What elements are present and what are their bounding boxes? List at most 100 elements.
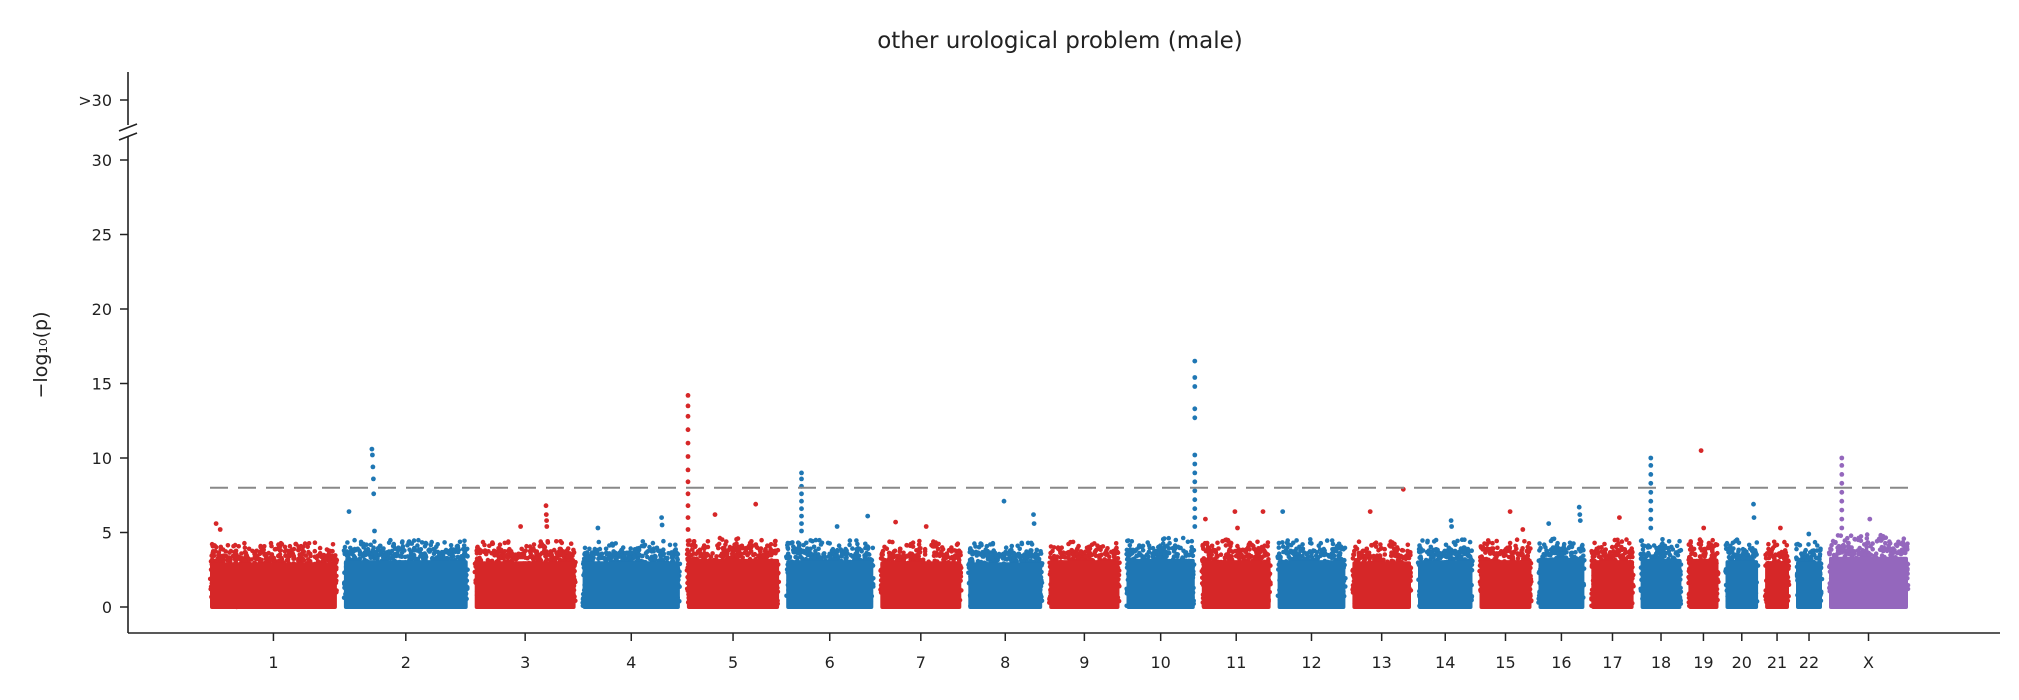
- data-point: [379, 548, 385, 553]
- data-point: [358, 542, 364, 547]
- data-point: [445, 556, 451, 562]
- data-point: [242, 550, 248, 555]
- data-point: [419, 540, 425, 545]
- data-point: [669, 555, 675, 560]
- data-point: [632, 553, 637, 559]
- data-point: [900, 553, 906, 559]
- data-point: [427, 548, 433, 554]
- hit-point: [659, 515, 664, 520]
- data-point-band: [343, 560, 468, 609]
- data-point: [557, 557, 563, 563]
- data-point: [474, 556, 480, 561]
- hit-point: [518, 524, 523, 529]
- data-point: [818, 542, 824, 547]
- data-point: [419, 552, 424, 557]
- data-point: [549, 553, 555, 558]
- data-point: [266, 550, 272, 556]
- data-point: [761, 552, 766, 558]
- data-point: [673, 547, 678, 553]
- data-point: [732, 542, 737, 547]
- data-point: [554, 539, 559, 544]
- data-point: [368, 555, 374, 561]
- data-point: [955, 541, 961, 546]
- data-point: [416, 537, 421, 543]
- data-point: [691, 540, 697, 546]
- hit-point: [685, 393, 691, 398]
- data-point: [1009, 543, 1015, 549]
- data-point: [1011, 556, 1016, 562]
- data-point: [661, 538, 666, 544]
- data-point: [400, 539, 405, 544]
- data-point: [716, 541, 722, 547]
- data-point: [389, 548, 395, 554]
- data-point: [916, 542, 922, 547]
- data-point: [650, 540, 656, 546]
- data-point: [808, 538, 813, 543]
- data-point: [390, 543, 396, 549]
- data-point: [596, 539, 602, 545]
- data-point: [571, 547, 576, 553]
- chromosome-1-points: [207, 521, 340, 610]
- data-point: [1017, 546, 1022, 552]
- data-point: [525, 555, 530, 561]
- data-point: [272, 547, 278, 552]
- hit-point: [1001, 498, 1007, 504]
- data-point: [375, 546, 381, 551]
- data-point-band: [786, 560, 874, 609]
- data-point: [763, 546, 768, 552]
- data-point: [984, 543, 990, 549]
- data-point: [753, 542, 759, 547]
- data-point: [827, 554, 833, 560]
- data-point: [510, 552, 516, 558]
- data-point: [773, 538, 778, 544]
- data-point: [1029, 542, 1035, 547]
- data-point: [424, 541, 429, 546]
- data-point: [559, 540, 565, 546]
- chromosome-9-points: [1047, 539, 1122, 609]
- hit-point: [893, 519, 898, 525]
- data-point: [365, 549, 371, 555]
- data-point: [411, 552, 417, 558]
- data-point: [209, 557, 215, 563]
- hit-point: [712, 512, 718, 517]
- data-point: [661, 551, 667, 556]
- data-point: [769, 548, 775, 554]
- data-point: [233, 548, 239, 554]
- data-point: [225, 543, 231, 548]
- data-point: [944, 551, 950, 556]
- data-point: [697, 549, 702, 554]
- data-point: [854, 550, 860, 556]
- chromosome-6-points: [784, 470, 876, 609]
- data-point: [491, 548, 497, 554]
- data-point: [231, 543, 236, 549]
- data-point: [612, 552, 617, 557]
- data-point: [879, 551, 885, 556]
- data-point: [734, 537, 739, 542]
- data-point: [621, 554, 626, 559]
- data-point: [394, 551, 399, 557]
- data-point: [847, 542, 852, 548]
- data-point: [985, 552, 990, 558]
- data-point: [882, 544, 887, 550]
- data-point: [250, 548, 255, 554]
- data-point: [523, 548, 528, 553]
- data-point: [454, 544, 460, 549]
- data-point: [312, 540, 318, 545]
- data-point: [496, 547, 502, 553]
- hit-point: [370, 464, 376, 470]
- data-point: [486, 549, 491, 554]
- data-point: [601, 555, 607, 561]
- data-point: [996, 551, 1002, 557]
- data-point: [545, 539, 550, 544]
- data-point: [539, 550, 545, 556]
- data-point: [342, 544, 348, 550]
- data-point: [887, 553, 892, 559]
- data-point: [317, 553, 323, 559]
- data-point: [323, 556, 328, 562]
- data-point: [287, 543, 293, 549]
- data-point-band: [880, 561, 962, 609]
- data-point: [539, 541, 545, 547]
- data-point: [558, 546, 564, 552]
- hit-point: [923, 524, 929, 529]
- hit-point: [753, 501, 759, 507]
